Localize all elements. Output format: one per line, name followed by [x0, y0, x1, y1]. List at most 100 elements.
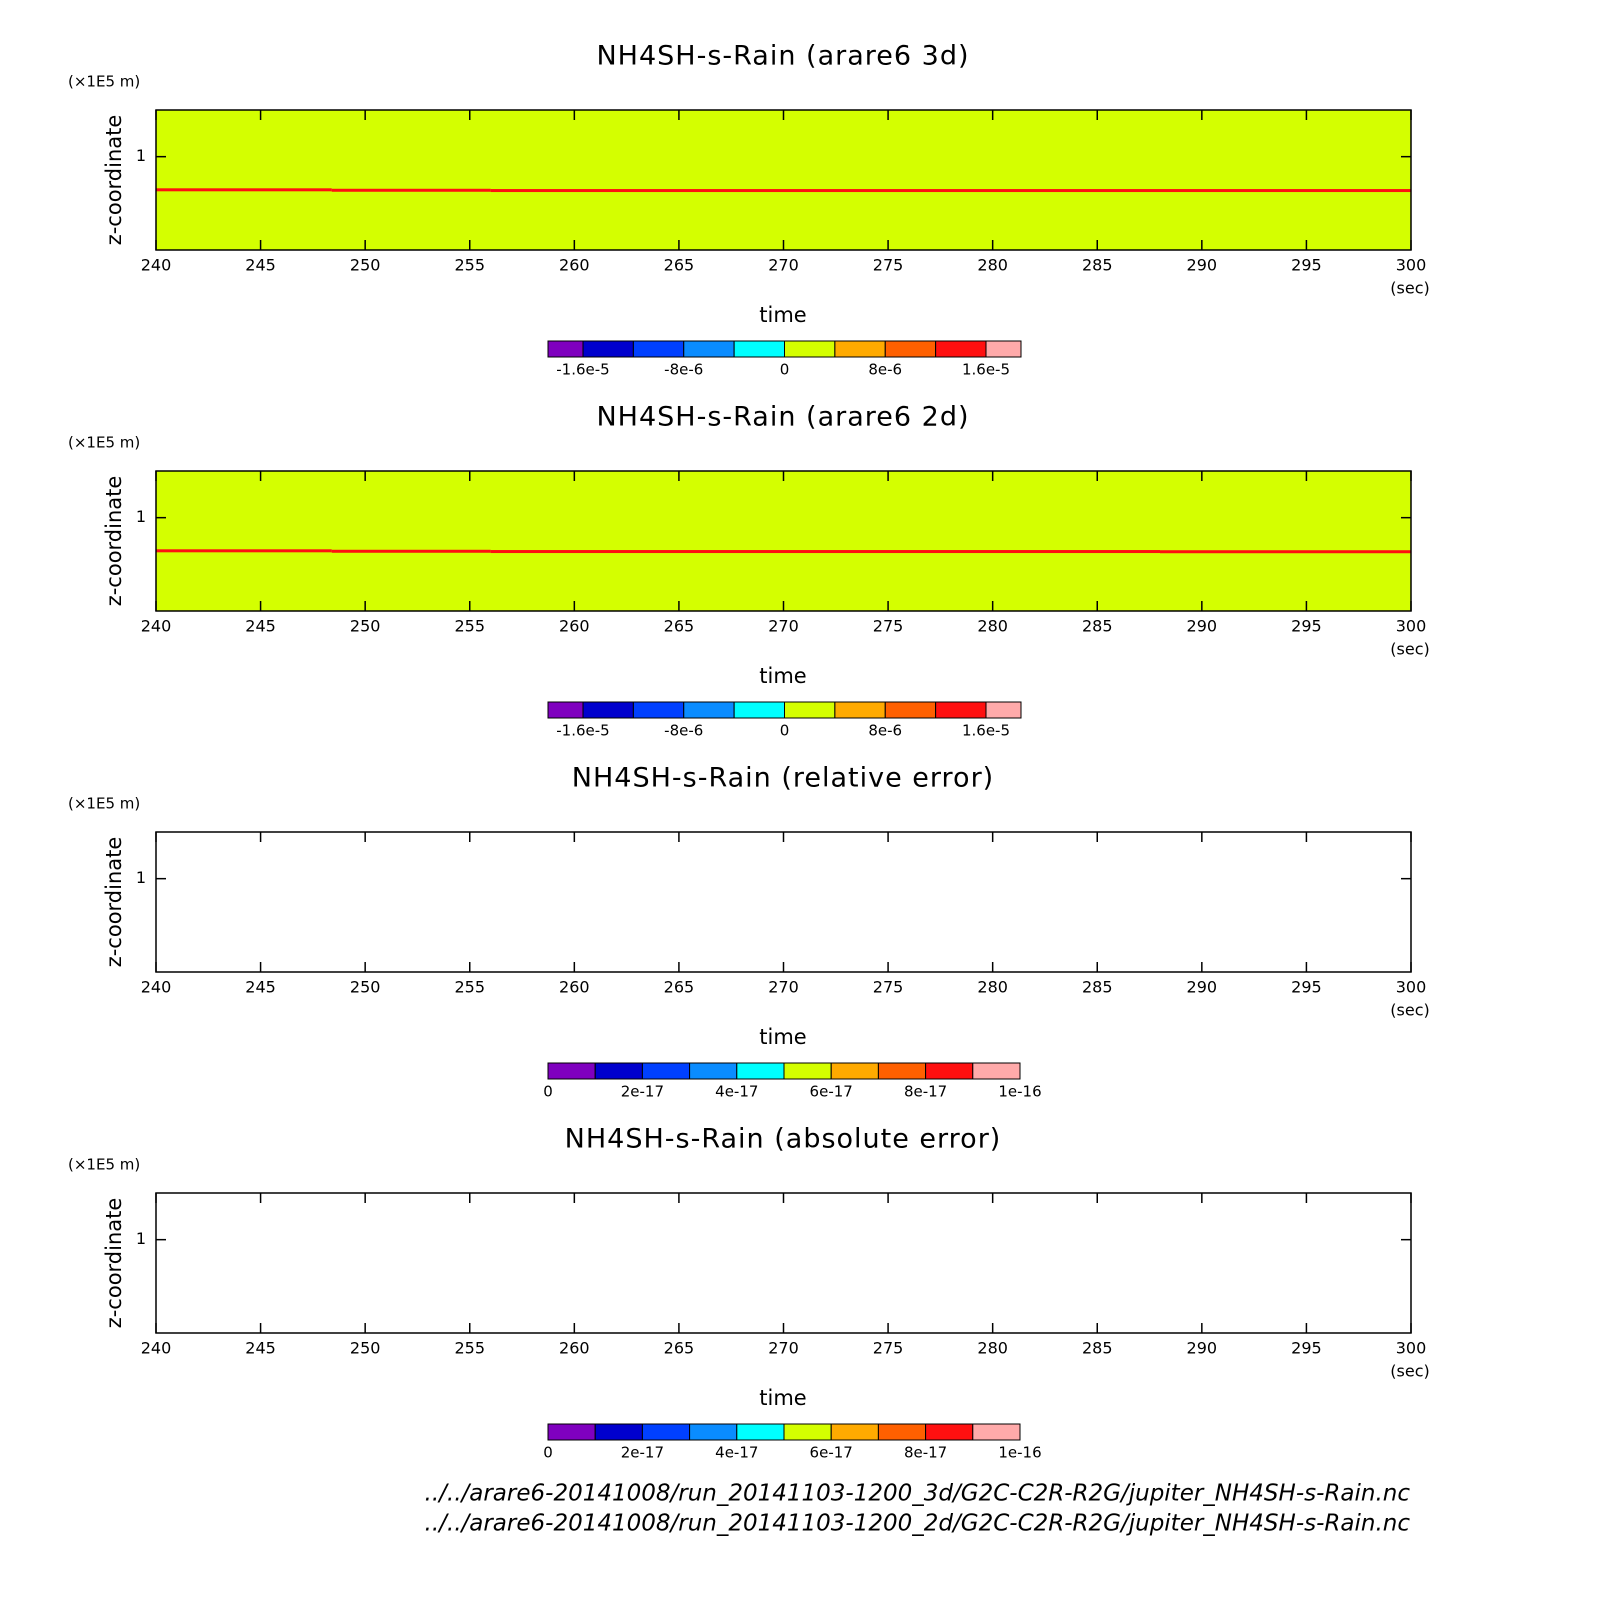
colorbar-box [884, 340, 937, 358]
colorbar-box [877, 1062, 927, 1080]
x-tick-label: 265 [664, 978, 695, 997]
plot-frame [155, 1192, 1412, 1334]
x-tick-label: 300 [1396, 617, 1427, 636]
x-tick-label: 265 [664, 617, 695, 636]
x-unit: (sec) [1390, 1001, 1429, 1020]
x-tick-label: 240 [141, 1339, 172, 1358]
chart-title: NH4SH-s-Rain (arare6 2d) [596, 402, 969, 433]
x-tick-label: 245 [245, 1339, 276, 1358]
layer [331, 188, 491, 192]
colorbar-tick-label: 8e-6 [868, 722, 902, 740]
layer [156, 188, 332, 192]
y-unit: (×1E5 m) [68, 73, 140, 91]
colorbar-tick-label: 2e-17 [621, 1444, 664, 1462]
layer [156, 549, 332, 553]
x-tick-label: 290 [1187, 617, 1218, 636]
colorbar-box [736, 1062, 785, 1080]
x-tick-label: 270 [768, 978, 799, 997]
x-tick-label: 250 [350, 617, 381, 636]
y-axis-label: z-coordinate [102, 837, 126, 968]
colorbar-box [783, 1423, 832, 1441]
colorbar-box [689, 1423, 738, 1441]
colorbar-box [784, 340, 836, 358]
x-tick-label: 285 [1082, 617, 1113, 636]
colorbar-tick-label: 0 [543, 1444, 553, 1462]
field [156, 110, 1411, 250]
colorbar-box [972, 1423, 1021, 1441]
x-tick-label: 270 [768, 617, 799, 636]
colorbar-box [683, 340, 735, 358]
colorbar-tick-label: 4e-17 [715, 1083, 758, 1101]
y-axis-label: z-coordinate [102, 476, 126, 607]
x-tick-label: 300 [1396, 1339, 1427, 1358]
colorbar-box [985, 701, 1022, 719]
y-axis-label: z-coordinate [102, 115, 126, 246]
colorbar-tick-label: 1.6e-5 [962, 722, 1010, 740]
colorbar-box [784, 701, 836, 719]
x-tick-label: 280 [977, 1339, 1008, 1358]
x-tick-label: 240 [141, 978, 172, 997]
layer [490, 550, 1161, 554]
y-tick-label: 1 [136, 1229, 146, 1248]
x-tick-label: 270 [768, 256, 799, 275]
colorbar-box [736, 1423, 785, 1441]
colorbar-tick-label: 1e-16 [998, 1083, 1041, 1101]
colorbar-tick-label: 6e-17 [810, 1083, 853, 1101]
x-tick-label: 255 [454, 978, 485, 997]
x-tick-label: 300 [1396, 978, 1427, 997]
colorbar-box [834, 340, 886, 358]
colorbar-box [641, 1423, 691, 1441]
x-tick-label: 275 [873, 617, 904, 636]
x-tick-label: 255 [454, 256, 485, 275]
colorbar-tick-label: 4e-17 [715, 1444, 758, 1462]
x-tick-label: 275 [873, 1339, 904, 1358]
x-unit: (sec) [1390, 640, 1429, 659]
plot-frame [155, 831, 1412, 973]
colorbar-box [830, 1423, 879, 1441]
colorbar-tick-label: 0 [780, 361, 790, 379]
colorbar-tick-label: -1.6e-5 [556, 722, 609, 740]
colorbar-tick-label: 2e-17 [621, 1083, 664, 1101]
colorbar-tick-label: -1.6e-5 [556, 361, 609, 379]
x-tick-label: 265 [664, 256, 695, 275]
colorbar-box [783, 1062, 832, 1080]
colorbar-tick-label: 6e-17 [810, 1444, 853, 1462]
colorbar-tick-label: 8e-6 [868, 361, 902, 379]
colorbar-box [594, 1062, 643, 1080]
x-tick-label: 285 [1082, 978, 1113, 997]
colorbar-box [884, 701, 937, 719]
colorbar-box [830, 1062, 879, 1080]
colorbar-box [594, 1423, 643, 1441]
colorbar-box [925, 1062, 974, 1080]
x-tick-label: 265 [664, 1339, 695, 1358]
colorbar-box [925, 1423, 974, 1441]
colorbar-box [547, 1423, 596, 1441]
colorbar-box [877, 1423, 927, 1441]
y-tick-label: 1 [136, 146, 146, 165]
colorbar-tick-label: 8e-17 [904, 1444, 947, 1462]
x-tick-label: 280 [977, 256, 1008, 275]
x-tick-label: 275 [873, 978, 904, 997]
x-tick-label: 245 [245, 617, 276, 636]
x-tick-label: 250 [350, 1339, 381, 1358]
colorbar-box [547, 340, 584, 358]
y-unit: (×1E5 m) [68, 434, 140, 452]
x-tick-label: 295 [1291, 256, 1322, 275]
x-tick-label: 250 [350, 978, 381, 997]
x-tick-label: 240 [141, 617, 172, 636]
chart-title: NH4SH-s-Rain (relative error) [572, 763, 994, 794]
colorbar-tick-label: 0 [780, 722, 790, 740]
colorbar-box [733, 340, 785, 358]
colorbar-box [834, 701, 886, 719]
x-tick-label: 295 [1291, 617, 1322, 636]
x-tick-label: 280 [977, 617, 1008, 636]
file-path: ../../arare6-20141008/run_20141103-1200_… [425, 1511, 1411, 1537]
colorbar-box [733, 701, 785, 719]
colorbar-box [689, 1062, 738, 1080]
x-tick-label: 255 [454, 617, 485, 636]
x-tick-label: 245 [245, 978, 276, 997]
x-tick-label: 295 [1291, 1339, 1322, 1358]
colorbar-tick-label: 8e-17 [904, 1083, 947, 1101]
layer [1160, 550, 1411, 554]
